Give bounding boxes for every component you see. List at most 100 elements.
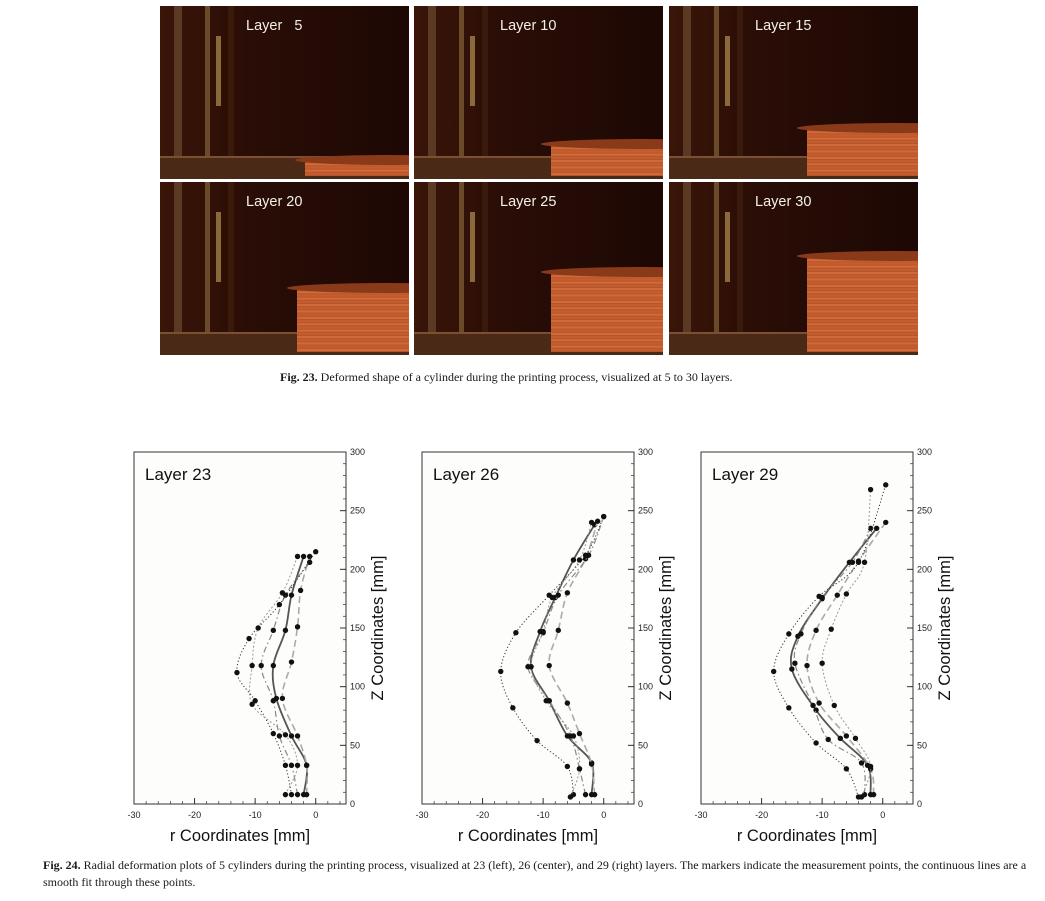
y-tick-label: 150 — [350, 623, 365, 633]
measurement-point — [813, 740, 819, 746]
x-tick-label: -20 — [476, 810, 489, 820]
y-tick-label: 250 — [350, 506, 365, 516]
y-axis-label: Z Coordinates [mm] — [936, 556, 954, 701]
measurement-point — [570, 733, 577, 739]
measurement-point — [883, 482, 889, 488]
measurement-point — [591, 791, 598, 798]
fig23-caption: Fig. 23. Deformed shape of a cylinder du… — [280, 369, 733, 386]
y-axis-label: Z Coordinates [mm] — [369, 556, 387, 701]
fig23-photo-grid: Layer 5 Layer 10 Layer 15 Layer 20 Layer 25 L… — [160, 6, 919, 356]
measurement-point — [270, 730, 277, 737]
y-tick-label: 50 — [350, 740, 360, 750]
measurement-point — [246, 635, 252, 642]
measurement-point — [279, 590, 286, 596]
fig24-caption-label: Fig. 24. — [43, 858, 81, 872]
measurement-point — [855, 559, 862, 565]
x-tick-label: -30 — [694, 810, 707, 820]
measurement-point — [555, 627, 561, 634]
photo-scene — [669, 6, 918, 179]
photo-panel: Layer 5 — [160, 6, 409, 179]
y-tick-label: 150 — [638, 623, 653, 633]
x-tick-label: 0 — [880, 810, 885, 820]
measurement-point — [270, 627, 277, 634]
y-tick-label: 50 — [917, 740, 927, 750]
measurement-point — [588, 519, 595, 526]
series-curve — [793, 528, 872, 795]
y-tick-label: 0 — [350, 799, 355, 809]
measurement-point — [534, 737, 540, 744]
measurement-point — [279, 695, 286, 702]
x-tick-label: -30 — [127, 810, 140, 820]
y-tick-label: 300 — [917, 447, 932, 457]
measurement-point — [816, 700, 822, 706]
photo-layer-label: Layer 25 — [500, 194, 557, 210]
plot-title: Layer 23 — [145, 465, 211, 484]
y-tick-label: 300 — [638, 447, 653, 457]
photo-scene — [414, 6, 663, 179]
measurement-point — [543, 698, 549, 704]
fig24-caption: Fig. 24. Radial deformation plots of 5 c… — [43, 857, 1038, 891]
measurement-point — [249, 701, 255, 707]
y-tick-label: 0 — [638, 799, 643, 809]
x-tick-label: -10 — [249, 810, 262, 820]
measurement-point — [313, 549, 319, 555]
x-tick-label: -30 — [415, 810, 428, 820]
x-tick-label: 0 — [313, 810, 318, 820]
measurement-point — [303, 791, 310, 798]
photo-scene — [160, 6, 409, 179]
x-tick-label: 0 — [601, 810, 606, 820]
photo-layer-label: Layer 10 — [500, 18, 557, 34]
measurement-point — [828, 626, 834, 632]
y-tick-label: 200 — [638, 564, 653, 574]
y-tick-label: 150 — [917, 623, 932, 633]
measurement-point — [510, 705, 516, 711]
measurement-point — [288, 762, 295, 768]
measurement-point — [792, 660, 798, 666]
measurement-point — [276, 601, 283, 608]
measurement-point — [825, 736, 831, 743]
measurement-point — [813, 627, 819, 634]
measurement-point — [564, 590, 571, 596]
measurement-point — [834, 592, 840, 598]
measurement-point — [843, 733, 850, 739]
y-tick-label: 250 — [638, 506, 653, 516]
measurement-point — [867, 486, 874, 493]
measurement-point — [843, 591, 850, 597]
measurement-point — [567, 794, 574, 800]
measurement-point — [294, 791, 301, 798]
measurement-point — [582, 552, 589, 558]
measurement-point — [570, 557, 577, 563]
photo-panel: Layer 20 — [160, 182, 409, 355]
measurement-point — [810, 702, 816, 709]
measurement-point — [873, 525, 880, 531]
measurement-point — [258, 662, 264, 669]
measurement-point — [252, 698, 258, 704]
measurement-point — [837, 735, 844, 741]
measurement-point — [594, 518, 601, 524]
measurement-point — [789, 666, 795, 672]
plot-frame — [133, 451, 347, 805]
plot-layer-23-svg: -30 -20 -10 0 0 50 100 150 200 250 300 Layer 23 r Co… — [127, 447, 387, 845]
measurement-point — [288, 733, 295, 739]
photo-layer-label: Layer 5 — [246, 18, 303, 34]
measurement-point — [870, 791, 877, 798]
measurement-point — [282, 732, 289, 738]
measurement-point — [852, 735, 859, 741]
photo-layer-label: Layer 20 — [246, 194, 303, 210]
x-axis-label: r Coordinates [mm] — [170, 827, 310, 845]
plot-layer-23: -30 -20 -10 0 0 50 100 150 200 250 300 Layer 23 r Co… — [95, 440, 395, 850]
measurement-point — [306, 553, 313, 560]
measurement-point — [816, 593, 822, 600]
measurement-point — [300, 553, 307, 560]
y-tick-label: 100 — [638, 682, 653, 692]
measurement-point — [883, 519, 889, 526]
photo-panel: Layer 15 — [669, 6, 918, 179]
y-tick-label: 300 — [350, 447, 365, 457]
measurement-point — [564, 700, 571, 706]
measurement-point — [601, 513, 607, 520]
measurement-point — [798, 631, 804, 637]
measurement-point — [804, 662, 810, 669]
measurement-point — [843, 766, 850, 772]
measurement-point — [540, 628, 546, 635]
measurement-point — [831, 702, 837, 709]
